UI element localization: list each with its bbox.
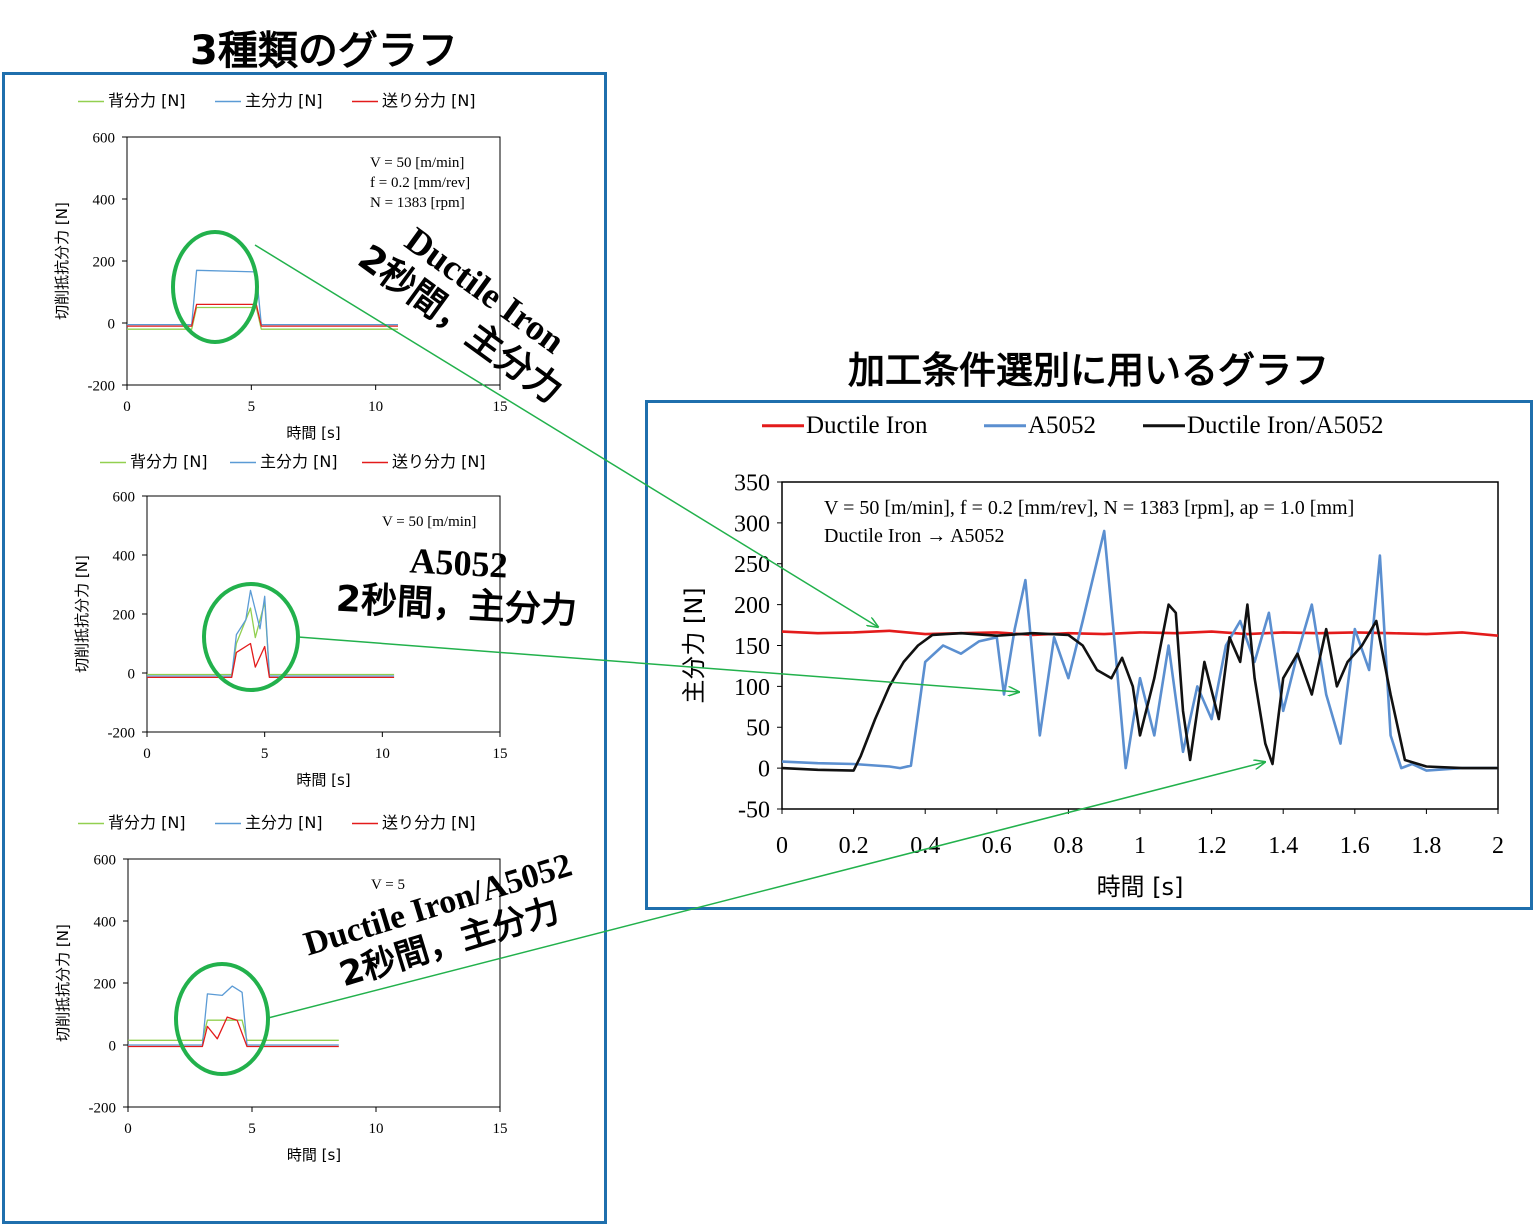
series-line (128, 1016, 339, 1048)
x-tick-label: 1.4 (1268, 833, 1298, 859)
legend-label: 主分力 [N] (245, 813, 323, 832)
y-axis-label: 切削抵抗分力 [N] (73, 555, 91, 673)
series-line (781, 603, 1498, 772)
y-tick-label: 50 (746, 716, 770, 742)
highlight-ellipse (174, 962, 270, 1076)
x-axis-label: 時間 [s] (296, 771, 350, 789)
plot-area (126, 136, 501, 386)
y-tick-label: 0 (758, 757, 770, 783)
y-tick-label: 200 (94, 976, 117, 992)
annotation-text: N = 1383 [rpm] (370, 195, 465, 211)
x-tick-label: 1.2 (1197, 833, 1227, 859)
y-tick-label: 200 (113, 607, 136, 623)
x-tick-label: 0.8 (1053, 833, 1083, 859)
legend-label: 送り分力 [N] (392, 452, 486, 471)
legend-label: 背分力 [N] (108, 91, 186, 110)
y-tick-label: -200 (88, 378, 116, 394)
x-tick-label: 15 (493, 399, 508, 415)
x-tick-label: 1 (1134, 833, 1146, 859)
x-tick-label: 15 (493, 746, 508, 762)
legend-label: 主分力 [N] (245, 91, 323, 110)
y-axis-label: 切削抵抗分力 [N] (53, 202, 71, 320)
left-heading: 3種類のグラフ (190, 28, 458, 74)
annotation-text: V = 50 [m/min], f = 0.2 [mm/rev], N = 13… (824, 497, 1354, 519)
legend-label: 主分力 [N] (260, 452, 338, 471)
x-tick-label: 5 (248, 1121, 256, 1137)
y-tick-label: 100 (734, 675, 770, 701)
y-tick-label: 200 (93, 254, 116, 270)
annotation-text: Ductile Iron → A5052 (824, 525, 1005, 547)
y-tick-label: -200 (108, 725, 136, 741)
callout-arrow (254, 244, 878, 627)
right-heading: 加工条件選別に用いるグラフ (848, 349, 1329, 392)
x-axis-label: 時間 [s] (1097, 873, 1184, 901)
y-tick-label: 600 (93, 130, 116, 146)
y-tick-label: 300 (734, 511, 770, 537)
legend-label: 背分力 [N] (130, 452, 208, 471)
x-tick-label: 0 (143, 746, 151, 762)
y-tick-label: 600 (113, 489, 136, 505)
x-tick-label: 0 (776, 833, 788, 859)
y-axis-label: 切削抵抗分力 [N] (54, 924, 72, 1042)
callout-arrow (297, 636, 1019, 692)
plot-area (781, 481, 1499, 810)
series-line (147, 589, 395, 677)
series-line (781, 529, 1498, 772)
x-tick-label: 10 (368, 399, 383, 415)
x-tick-label: 10 (369, 1121, 384, 1137)
series-line (128, 1019, 339, 1041)
y-tick-label: 600 (94, 852, 117, 868)
y-tick-label: 400 (93, 192, 116, 208)
x-tick-label: 1.6 (1340, 833, 1370, 859)
x-tick-label: 5 (261, 746, 269, 762)
series-line (147, 642, 395, 679)
legend-label: Ductile Iron/A5052 (1187, 412, 1383, 439)
y-tick-label: 400 (113, 548, 136, 564)
series-line (127, 303, 398, 327)
x-axis-label: 時間 [s] (286, 424, 340, 442)
y-tick-label: 0 (109, 1038, 117, 1054)
series-line (127, 306, 398, 330)
legend-label: 送り分力 [N] (382, 91, 476, 110)
y-tick-label: 0 (108, 316, 116, 332)
highlight-ellipse (171, 230, 259, 344)
y-tick-label: 0 (128, 666, 136, 682)
y-tick-label: 250 (734, 552, 770, 578)
legend-label: 背分力 [N] (108, 813, 186, 832)
x-tick-label: 0.2 (839, 833, 869, 859)
y-tick-label: -200 (89, 1100, 117, 1116)
annotation-text: V = 50 [m/min] (370, 155, 464, 171)
x-tick-label: 0 (124, 1121, 132, 1137)
x-tick-label: 5 (248, 399, 256, 415)
y-tick-label: 150 (734, 634, 770, 660)
y-tick-label: -50 (738, 797, 770, 823)
callout-arrow (267, 762, 1265, 1019)
legend-label: 送り分力 [N] (382, 813, 476, 832)
x-axis-label: 時間 [s] (287, 1146, 341, 1164)
x-tick-label: 0.6 (982, 833, 1012, 859)
annotation-text: f = 0.2 [mm/rev] (370, 175, 470, 191)
y-axis-label: 主分力 [N] (680, 587, 708, 703)
series-line (128, 985, 339, 1046)
legend-label: A5052 (1028, 412, 1096, 439)
x-tick-label: 2 (1492, 833, 1504, 859)
x-tick-label: 15 (493, 1121, 508, 1137)
legend-label: Ductile Iron (806, 412, 928, 439)
x-tick-label: 10 (375, 746, 390, 762)
main-chart-frame (645, 400, 1533, 910)
annotation-text: V = 50 [m/min] (382, 514, 476, 530)
x-tick-label: 1.8 (1411, 833, 1441, 859)
x-tick-label: 0 (123, 399, 131, 415)
y-tick-label: 350 (734, 470, 770, 496)
small-charts-frame (2, 72, 607, 1224)
y-tick-label: 400 (94, 914, 117, 930)
series-line (127, 269, 398, 326)
y-tick-label: 200 (734, 593, 770, 619)
callout-line: A5052 (409, 540, 509, 585)
plot-area (146, 495, 501, 733)
annotation-text: V = 5 (371, 877, 405, 893)
